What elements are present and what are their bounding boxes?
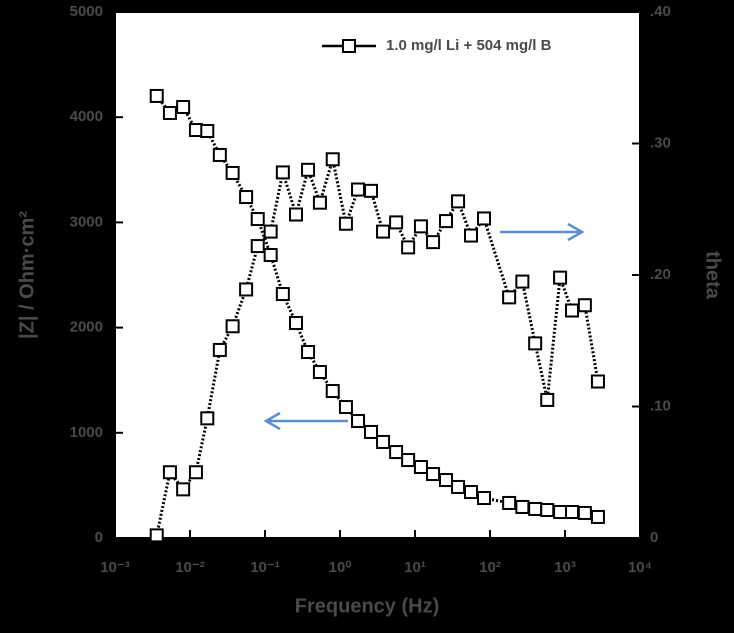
data-point xyxy=(149,88,164,103)
data-point xyxy=(477,491,492,506)
data-point xyxy=(438,214,453,229)
data-point xyxy=(376,224,391,239)
y2-tick-label: .20 xyxy=(650,266,671,283)
data-point xyxy=(149,528,164,543)
x-tick-label: 10⁻² xyxy=(175,559,205,576)
data-point xyxy=(288,207,303,222)
data-point xyxy=(463,485,478,500)
data-point xyxy=(250,212,265,227)
data-point xyxy=(162,105,177,120)
y-tick-label: 2000 xyxy=(70,319,103,336)
data-point xyxy=(351,414,366,429)
data-point xyxy=(176,99,191,114)
data-point xyxy=(451,479,466,494)
data-point xyxy=(515,274,530,289)
data-point xyxy=(225,319,240,334)
data-point xyxy=(528,501,543,516)
data-point xyxy=(263,224,278,239)
data-point xyxy=(502,290,517,305)
data-point xyxy=(590,509,605,524)
data-point xyxy=(176,482,191,497)
arrow-right xyxy=(500,222,585,242)
y2-axis-title: theta xyxy=(702,251,724,300)
data-point xyxy=(250,239,265,254)
data-point xyxy=(301,162,316,177)
x-tick-label: 10⁰ xyxy=(329,559,352,576)
data-point xyxy=(577,298,592,313)
data-point xyxy=(413,219,428,234)
data-point xyxy=(528,336,543,351)
data-point xyxy=(275,287,290,302)
data-point xyxy=(162,465,177,480)
x-axis-title: Frequency (Hz) xyxy=(295,595,439,617)
data-point xyxy=(438,473,453,488)
plot-area xyxy=(115,12,640,538)
data-point xyxy=(401,453,416,468)
y-tick-label: 3000 xyxy=(70,213,103,230)
data-point xyxy=(515,499,530,514)
data-point xyxy=(426,235,441,250)
arrow-left xyxy=(263,411,348,431)
data-point xyxy=(275,165,290,180)
x-tick-label: 10⁻³ xyxy=(100,559,130,576)
x-tick-label: 10⁴ xyxy=(628,559,652,576)
data-point xyxy=(225,165,240,180)
data-point xyxy=(351,182,366,197)
data-point xyxy=(451,194,466,209)
data-point xyxy=(239,282,254,297)
data-point xyxy=(200,411,215,426)
data-point xyxy=(312,364,327,379)
y2-tick-label: .30 xyxy=(650,134,671,151)
y-tick-label: 4000 xyxy=(70,108,103,125)
data-point xyxy=(376,434,391,449)
data-point xyxy=(401,240,416,255)
x-tick-label: 10⁻¹ xyxy=(250,559,280,576)
data-point xyxy=(577,505,592,520)
data-point xyxy=(188,123,203,138)
y-tick-label: 1000 xyxy=(70,424,103,441)
data-point xyxy=(413,459,428,474)
data-point xyxy=(540,503,555,518)
data-point xyxy=(363,424,378,439)
x-tick-label: 10² xyxy=(479,559,501,576)
data-point xyxy=(389,215,404,230)
data-point xyxy=(553,505,568,520)
data-point xyxy=(239,190,254,205)
data-point xyxy=(325,152,340,167)
y-tick-label: 5000 xyxy=(70,3,103,20)
legend-label: 1.0 mg/l Li + 504 mg/l B xyxy=(386,37,552,54)
data-point xyxy=(363,183,378,198)
data-point xyxy=(502,495,517,510)
data-point xyxy=(288,315,303,330)
data-point xyxy=(338,400,353,415)
y-axis-title: |Z| / Ohm·cm² xyxy=(16,211,38,339)
data-point xyxy=(590,374,605,389)
data-point xyxy=(325,384,340,399)
data-point xyxy=(188,465,203,480)
data-point xyxy=(565,303,580,318)
data-point xyxy=(338,216,353,231)
y2-tick-label: .40 xyxy=(650,3,671,20)
x-tick-label: 10¹ xyxy=(404,559,426,576)
data-point xyxy=(312,195,327,210)
x-tick-label: 10³ xyxy=(554,559,576,576)
y2-tick-label: 0 xyxy=(650,529,658,546)
data-point xyxy=(301,345,316,360)
data-point xyxy=(200,123,215,138)
data-point xyxy=(426,467,441,482)
legend-marker xyxy=(342,39,356,53)
data-point xyxy=(540,392,555,407)
data-point xyxy=(565,505,580,520)
data-point xyxy=(389,445,404,460)
data-point xyxy=(263,248,278,263)
data-point xyxy=(553,270,568,285)
data-point xyxy=(477,211,492,226)
y2-tick-label: .10 xyxy=(650,397,671,414)
data-point xyxy=(212,342,227,357)
y-tick-label: 0 xyxy=(95,529,103,546)
data-point xyxy=(463,228,478,243)
data-point xyxy=(212,147,227,162)
